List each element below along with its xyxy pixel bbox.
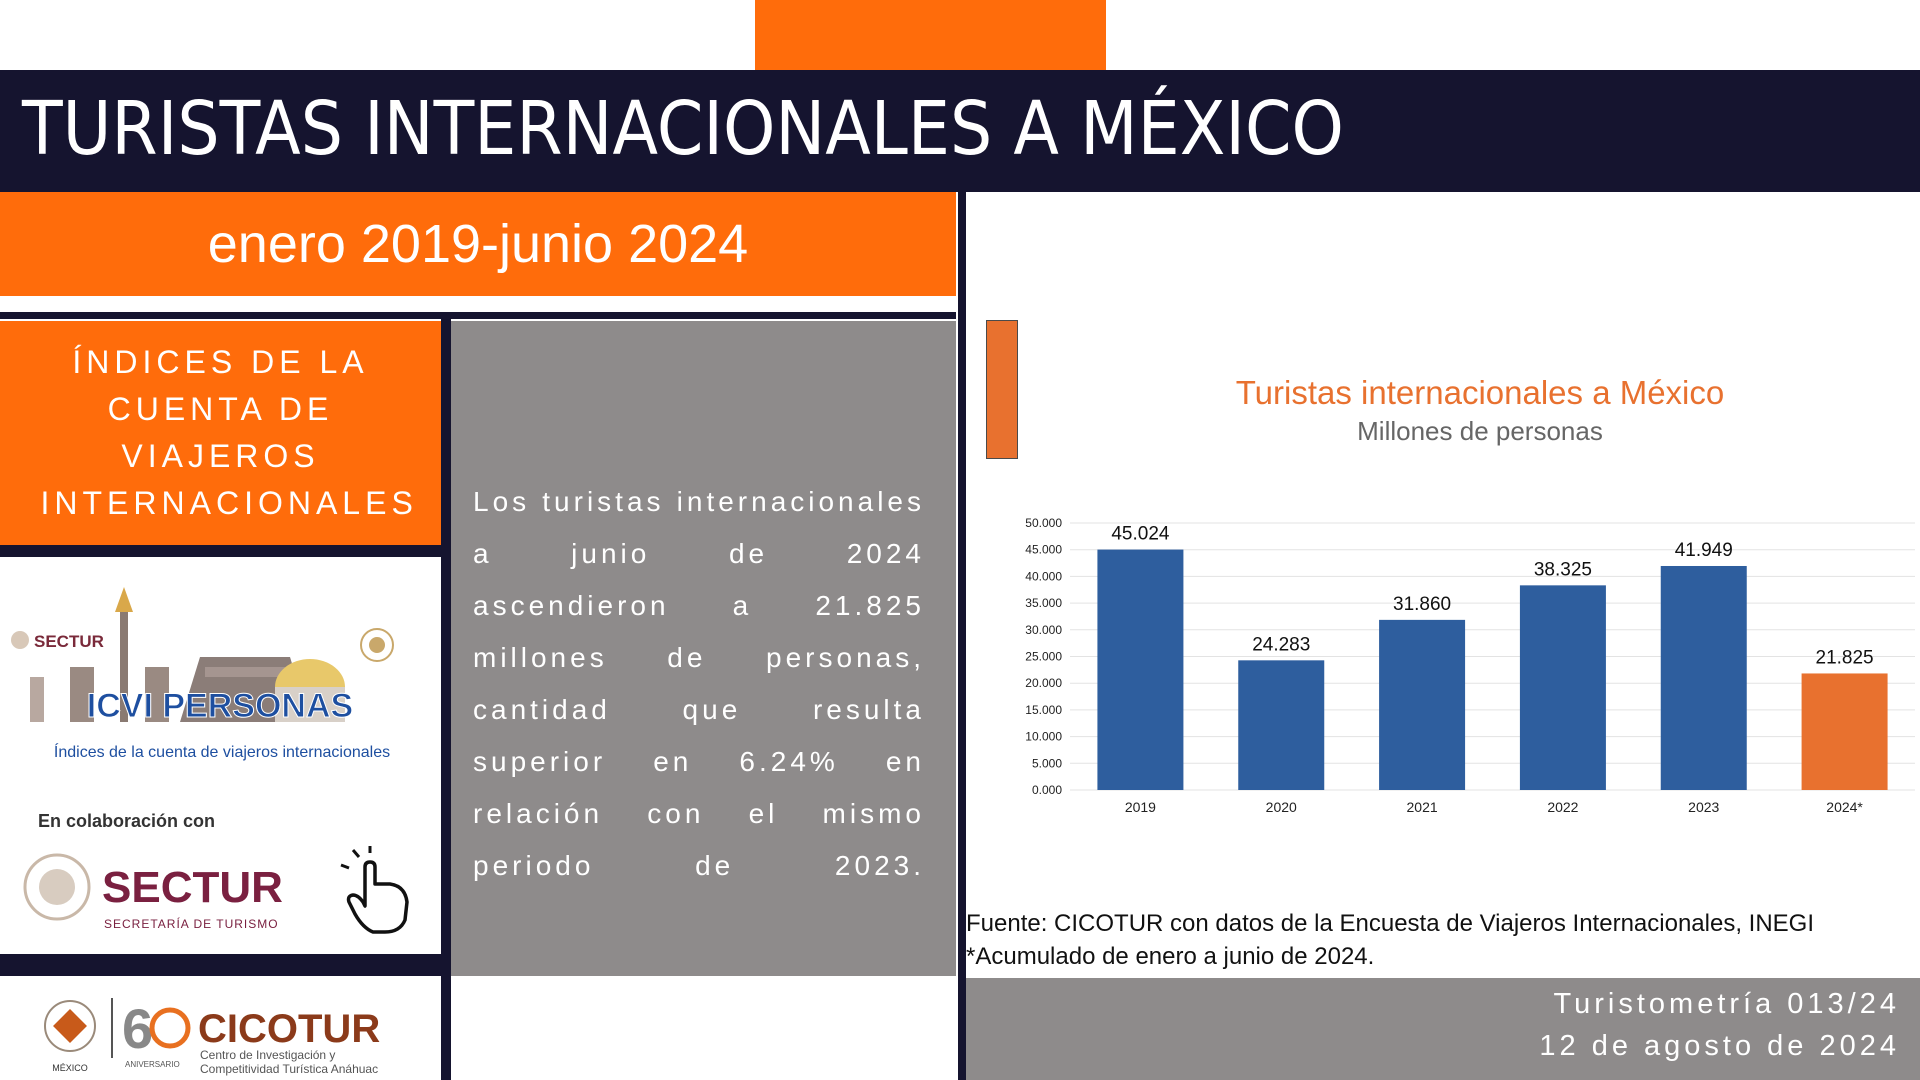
- cicotur-line2: Competitividad Turística Anáhuac: [200, 1062, 378, 1076]
- data-label: 21.825: [1816, 647, 1874, 668]
- sixty-anniversary-icon: 6: [122, 997, 153, 1060]
- chart-subtitle: Millones de personas: [1357, 416, 1603, 446]
- vertical-divider-left: [441, 318, 451, 1080]
- top-accent-bar: [755, 0, 1106, 70]
- cicotur-name: CICOTUR: [198, 1007, 380, 1051]
- footer-report-id: Turistometría 013/24: [1553, 988, 1900, 1020]
- y-tick-label: 10.000: [1025, 730, 1062, 744]
- separator-line: [0, 312, 956, 319]
- icvi-subtitle: Índices de la cuenta de viajeros interna…: [54, 742, 390, 761]
- sectur-caption: SECRETARÍA DE TURISMO: [104, 916, 279, 931]
- anahuac-seal-icon: [360, 628, 394, 662]
- bar-2023: [1660, 565, 1747, 790]
- collab-label: En colaboración con: [38, 811, 215, 831]
- indices-label: ÍNDICES DE LA CUENTA DE VIAJEROS INTERNA…: [40, 344, 418, 521]
- x-tick-label: 2023: [1688, 799, 1719, 815]
- cicotur-logo-panel: MÉXICO 6 ANIVERSARIO CICOTUR Centro de I…: [0, 976, 441, 1080]
- bar-2024*: [1801, 673, 1888, 790]
- page-title: TURISTAS INTERNACIONALES A MÉXICO: [22, 86, 1344, 172]
- mexico-seal-icon: [23, 853, 91, 921]
- source-line: Fuente: CICOTUR con datos de la Encuesta…: [966, 910, 1814, 937]
- logo-panel: SECTUR ICVI PERSONAS Índices de la cuent…: [0, 557, 441, 954]
- period-bar: [0, 192, 956, 296]
- y-tick-label: 30.000: [1025, 623, 1062, 637]
- y-tick-label: 25.000: [1025, 650, 1062, 664]
- sectur-big-label: SECTUR: [102, 863, 283, 912]
- title-bar: [0, 70, 1920, 192]
- y-tick-label: 20.000: [1025, 676, 1062, 690]
- bar-2022: [1519, 585, 1606, 790]
- x-tick-label: 2022: [1547, 799, 1578, 815]
- y-tick-label: 0.000: [1032, 783, 1062, 797]
- icvi-title: ICVI PERSONAS: [87, 687, 353, 725]
- seal-icon: [11, 631, 29, 649]
- y-tick-label: 15.000: [1025, 703, 1062, 717]
- bar-chart: 0.000 5.000 10.000 15.000 20.000 25.000 30.000…: [1025, 516, 1915, 815]
- period-label: enero 2019-junio 2024: [207, 214, 749, 274]
- indices-box: ÍNDICES DE LA CUENTA DE VIAJEROS INTERNA…: [0, 321, 441, 545]
- y-tick-label: 40.000: [1025, 569, 1062, 583]
- bottom-left-border: [0, 954, 441, 976]
- chart-accent-marker: [986, 320, 1018, 459]
- y-tick-label: 5.000: [1032, 756, 1062, 770]
- bar-2019: [1097, 549, 1184, 790]
- footer-date: 12 de agosto de 2024: [1539, 1030, 1900, 1062]
- summary-panel: [451, 321, 956, 976]
- x-tick-label: 2020: [1266, 799, 1297, 815]
- mexico-label: MÉXICO: [52, 1063, 88, 1073]
- icvi-logo-graphic: SECTUR ICVI PERSONAS Índices de la cuent…: [11, 587, 409, 934]
- vertical-divider-mid: [958, 192, 966, 1080]
- footer-panel: [966, 978, 1920, 1080]
- bar-2021: [1379, 619, 1466, 790]
- data-label: 38.325: [1534, 559, 1592, 580]
- cicotur-line1: Centro de Investigación y: [200, 1048, 335, 1062]
- chart-title: Turistas internacionales a México: [1235, 374, 1725, 411]
- anahuac-emblem-icon: [44, 1000, 96, 1052]
- footnote-line: *Acumulado de enero a junio de 2024.: [966, 943, 1375, 970]
- click-hand-icon[interactable]: [340, 846, 409, 934]
- sectur-small-label: SECTUR: [34, 632, 104, 651]
- data-label: 41.949: [1675, 540, 1733, 561]
- cicotur-logo-graphic: MÉXICO 6 ANIVERSARIO CICOTUR Centro de I…: [44, 997, 380, 1076]
- bar-2020: [1238, 660, 1325, 790]
- data-label: 24.283: [1252, 634, 1310, 655]
- data-label: 45.024: [1111, 524, 1170, 545]
- x-tick-label: 2024*: [1826, 799, 1863, 815]
- logo-panel-border: [0, 545, 441, 557]
- y-tick-label: 35.000: [1025, 596, 1062, 610]
- data-label: 31.860: [1393, 594, 1451, 615]
- y-tick-label: 45.000: [1025, 543, 1062, 557]
- x-tick-label: 2019: [1125, 799, 1156, 815]
- aniversario-label: ANIVERSARIO: [125, 1060, 180, 1069]
- x-tick-label: 2021: [1407, 799, 1438, 815]
- monument-column-icon: [120, 612, 128, 722]
- summary-text: Los turistas internacionales a junio de …: [473, 486, 925, 881]
- y-tick-label: 50.000: [1025, 516, 1062, 530]
